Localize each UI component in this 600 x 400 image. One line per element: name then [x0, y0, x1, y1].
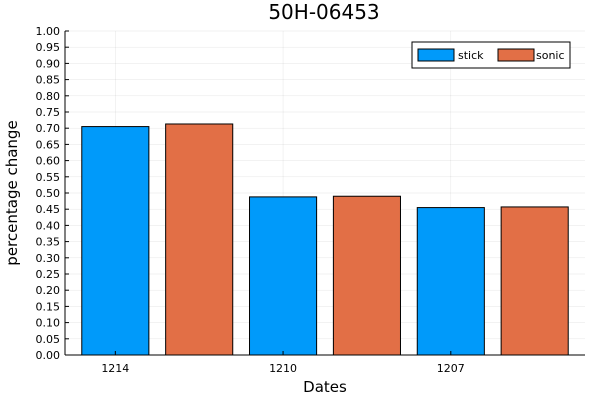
- bar-stick-1214: [81, 126, 150, 356]
- legend-label-sonic: sonic: [536, 49, 565, 62]
- x-axis-label: Dates: [303, 378, 347, 396]
- legend: stick sonic: [411, 41, 571, 69]
- y-tick-label: 0.70: [36, 122, 61, 135]
- y-tick-label: 0.00: [36, 349, 61, 362]
- y-tick-label: 0.30: [36, 252, 61, 265]
- y-tick-label: 0.35: [36, 236, 61, 249]
- y-tick-label: 0.45: [36, 203, 61, 216]
- legend-swatch-stick: [417, 48, 455, 62]
- bars-group: [81, 123, 569, 356]
- y-tick-label: 0.10: [36, 317, 61, 330]
- y-tick-label: 0.85: [36, 74, 61, 87]
- bar-stick-1207: [416, 207, 485, 356]
- chart-title: 50H-06453: [268, 0, 379, 24]
- x-tick-labels: 1214 1210 1207: [101, 351, 465, 375]
- y-tick-label: 0.75: [36, 106, 61, 119]
- x-tick-label: 1210: [269, 362, 297, 375]
- y-tick-label: 0.80: [36, 90, 61, 103]
- y-tick-label: 0.15: [36, 300, 61, 313]
- y-tick-label: 0.95: [36, 41, 61, 54]
- legend-swatch-sonic: [497, 48, 535, 62]
- bar-sonic-1210: [332, 195, 401, 356]
- bar-sonic-1207: [500, 206, 569, 356]
- y-tick-label: 0.40: [36, 219, 61, 232]
- x-tick-label: 1214: [101, 362, 129, 375]
- y-tick-label: 0.05: [36, 333, 61, 346]
- y-tick-label: 0.25: [36, 268, 61, 281]
- legend-label-stick: stick: [458, 49, 484, 62]
- y-tick-label: 0.55: [36, 171, 61, 184]
- y-tick-label: 1.00: [36, 25, 61, 38]
- y-tick-labels: 0.00 0.05 0.10 0.15 0.20 0.25 0.30 0.35 0.40 0.45…: [36, 25, 69, 362]
- y-tick-label: 0.65: [36, 138, 61, 151]
- y-tick-label: 0.90: [36, 57, 61, 70]
- y-axis-label: percentage change: [3, 120, 21, 265]
- y-tick-label: 0.20: [36, 284, 61, 297]
- y-tick-label: 0.60: [36, 155, 61, 168]
- x-tick-label: 1207: [437, 362, 465, 375]
- y-tick-label: 0.50: [36, 187, 61, 200]
- bar-stick-1210: [249, 196, 318, 356]
- bar-sonic-1214: [165, 123, 234, 356]
